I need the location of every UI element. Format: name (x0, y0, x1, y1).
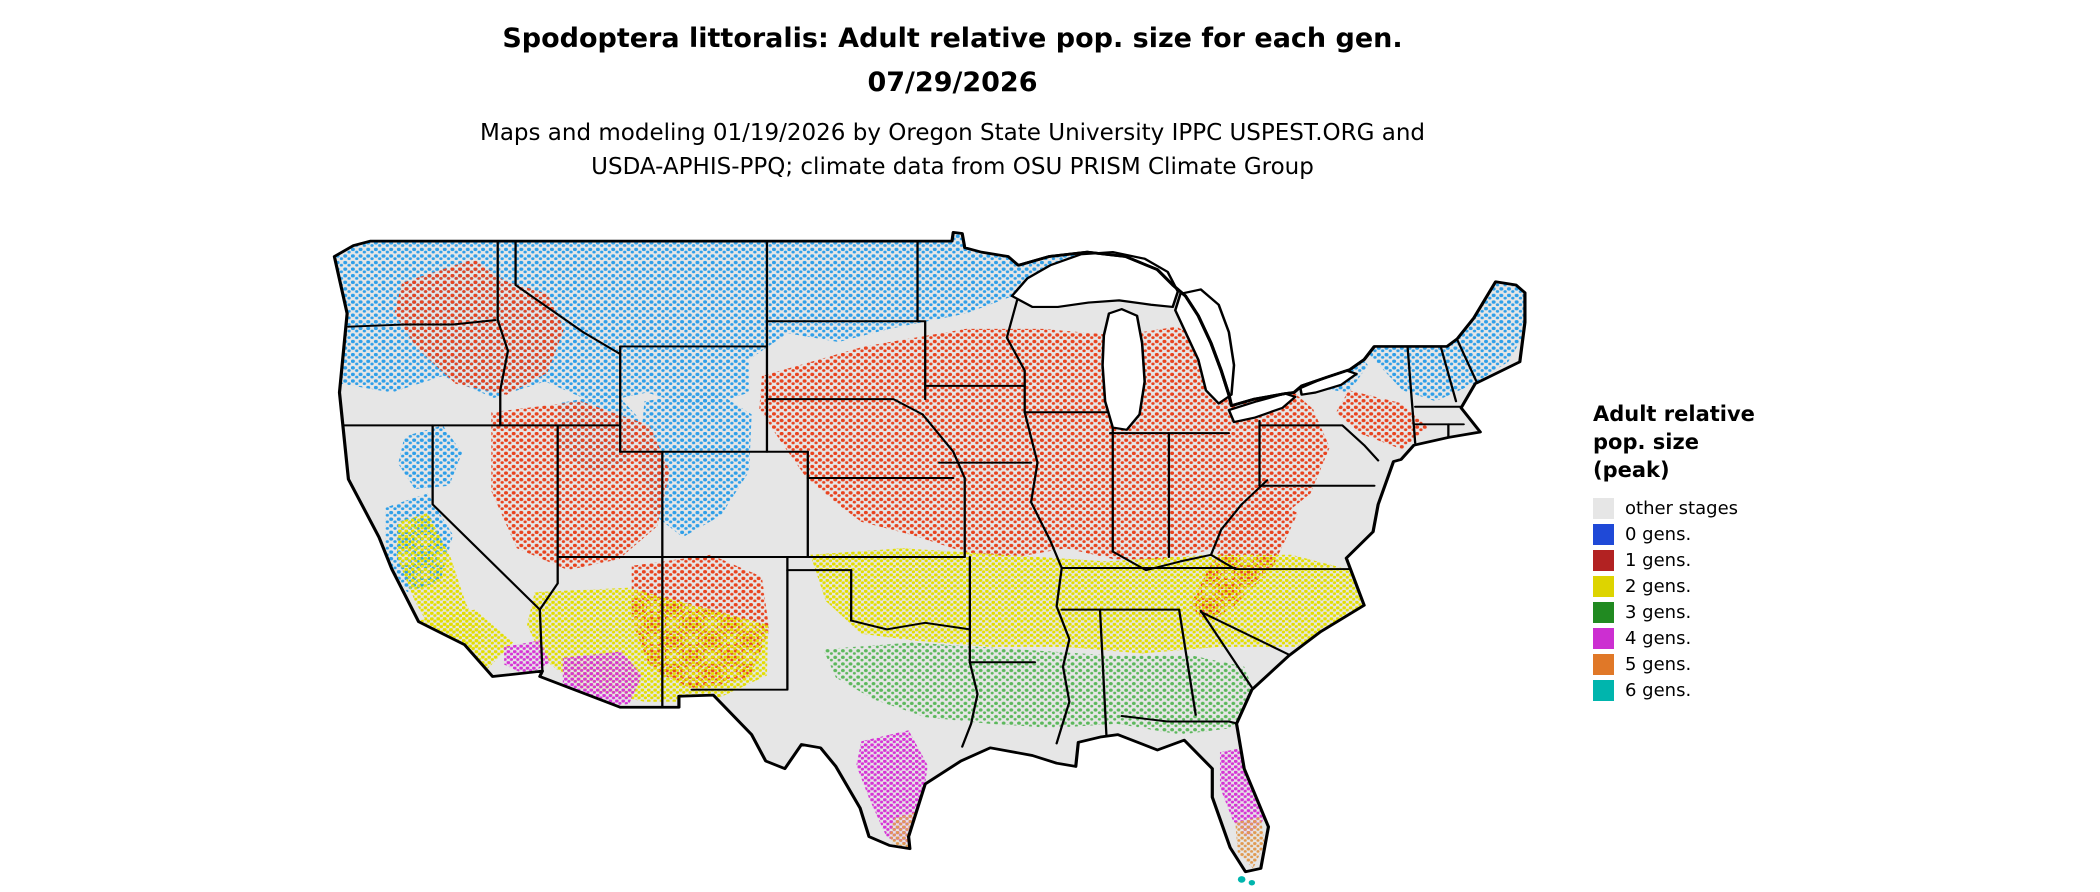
legend-label: 2 gens. (1625, 576, 1692, 597)
lake-michigan (1101, 308, 1146, 431)
legend-row: 1 gens. (1593, 550, 1923, 571)
lake-superior (1010, 251, 1180, 309)
legend-row: 2 gens. (1593, 576, 1923, 597)
map-band-6-gens (1237, 876, 1256, 886)
us-map (328, 228, 1553, 886)
legend-swatch (1593, 524, 1614, 545)
lake-huron (1174, 288, 1236, 405)
map-land-group (334, 232, 1525, 872)
legend-title-line-1: Adult relative (1593, 402, 1755, 426)
legend-label: 5 gens. (1625, 654, 1692, 675)
legend-label: 3 gens. (1625, 602, 1692, 623)
map-subtitle: Maps and modeling 01/19/2026 by Oregon S… (0, 116, 1905, 184)
legend-swatch (1593, 680, 1614, 701)
map-state-borders (339, 240, 1478, 748)
legend-title-line-2: pop. size (1593, 430, 1699, 454)
legend-row: other stages (1593, 498, 1923, 519)
us-map-svg (332, 230, 1527, 886)
legend-label: 1 gens. (1625, 550, 1692, 571)
map-title: Spodoptera littoralis: Adult relative po… (502, 23, 1403, 54)
legend-row: 5 gens. (1593, 654, 1923, 675)
legend-label: 0 gens. (1625, 524, 1692, 545)
header: Spodoptera littoralis: Adult relative po… (0, 22, 1905, 184)
legend-row: 4 gens. (1593, 628, 1923, 649)
map-legend: Adult relative pop. size (peak) other st… (1593, 400, 1923, 701)
map-band-3-gens (823, 642, 1257, 735)
map-date: 07/29/2026 (867, 67, 1038, 98)
legend-swatch (1593, 628, 1614, 649)
legend-entries: other stages 0 gens. 1 gens. 2 gens. 3 gens.… (1593, 498, 1923, 701)
legend-swatch (1593, 550, 1614, 571)
map-band-5-gens (889, 811, 1265, 869)
legend-row: 3 gens. (1593, 602, 1923, 623)
legend-label: 4 gens. (1625, 628, 1692, 649)
great-lakes (1010, 251, 1358, 431)
subtitle-line-1: Maps and modeling 01/19/2026 by Oregon S… (479, 120, 1426, 146)
legend-row: 0 gens. (1593, 524, 1923, 545)
legend-swatch (1593, 602, 1614, 623)
legend-swatch (1593, 576, 1614, 597)
legend-swatch (1593, 654, 1614, 675)
legend-swatch (1593, 498, 1614, 519)
legend-label: other stages (1625, 498, 1739, 519)
lake-erie (1227, 392, 1297, 424)
legend-row: 6 gens. (1593, 680, 1923, 701)
legend-label: 6 gens. (1625, 680, 1692, 701)
subtitle-line-2: USDA-APHIS-PPQ; climate data from OSU PR… (591, 154, 1314, 180)
legend-title-line-3: (peak) (1593, 458, 1670, 482)
